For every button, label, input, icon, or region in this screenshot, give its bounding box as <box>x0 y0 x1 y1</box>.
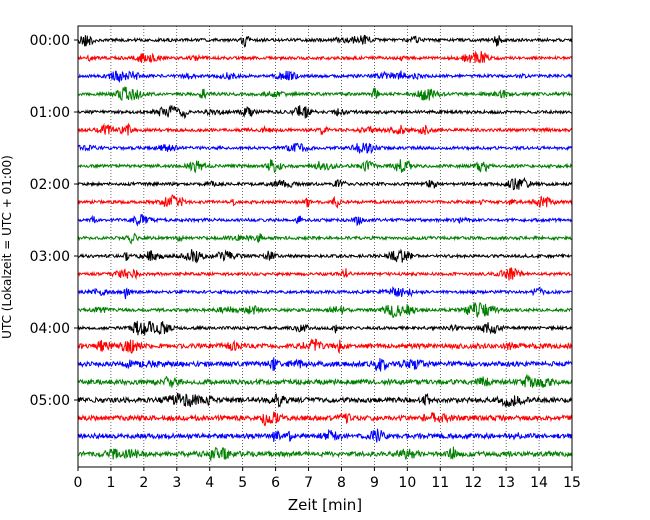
y-tick-label-00:00: 00:00 <box>30 33 70 49</box>
plot-frame <box>77 25 573 468</box>
x-tick-label-3: 3 <box>172 475 181 491</box>
trace-line-2 <box>77 70 573 83</box>
y-tick-label-02:00: 02:00 <box>30 177 70 193</box>
trace-line-22 <box>77 428 573 443</box>
trace-line-12 <box>77 248 573 264</box>
trace-line-9 <box>77 194 573 209</box>
trace-line-10 <box>77 213 573 227</box>
x-tick-label-12: 12 <box>464 475 482 491</box>
x-tick-label-13: 13 <box>497 475 515 491</box>
x-tick-label-10: 10 <box>398 475 416 491</box>
y-axis-label: UTC (Lokalzeit = UTC + 01:00) <box>0 155 14 339</box>
x-tick-label-7: 7 <box>304 475 313 491</box>
trace-line-5 <box>77 122 573 136</box>
trace-line-20 <box>77 392 573 408</box>
trace-line-15 <box>77 301 573 319</box>
trace-line-6 <box>77 142 573 155</box>
y-tick-label-03:00: 03:00 <box>30 249 70 265</box>
x-tick-label-1: 1 <box>106 475 115 491</box>
x-axis-label: Zeit [min] <box>288 496 362 514</box>
x-tick-label-14: 14 <box>530 475 548 491</box>
trace-line-7 <box>77 159 573 174</box>
x-tick-label-2: 2 <box>139 475 148 491</box>
y-tick-label-01:00: 01:00 <box>30 105 70 121</box>
trace-line-0 <box>77 34 573 48</box>
y-axis-ticks: 00:00 01:00 02:00 03:00 04:00 05:00 <box>30 33 78 409</box>
trace-line-8 <box>77 176 573 191</box>
x-tick-label-4: 4 <box>205 475 214 491</box>
trace-line-4 <box>77 104 573 120</box>
x-tick-label-5: 5 <box>238 475 247 491</box>
x-axis-ticks: 0 1 2 3 4 5 6 7 8 9 10 11 12 13 14 15 <box>74 467 581 491</box>
trace-line-1 <box>77 50 573 64</box>
trace-line-21 <box>77 411 573 427</box>
y-tick-label-05:00: 05:00 <box>30 393 70 409</box>
trace-line-18 <box>77 357 573 372</box>
x-tick-label-9: 9 <box>370 475 379 491</box>
trace-line-19 <box>77 374 573 388</box>
plot-area <box>78 26 572 467</box>
trace-line-14 <box>77 286 573 300</box>
x-tick-label-0: 0 <box>74 475 83 491</box>
x-tick-label-11: 11 <box>431 475 449 491</box>
y-tick-label-04:00: 04:00 <box>30 321 70 337</box>
trace-line-13 <box>77 267 573 281</box>
trace-line-17 <box>77 338 573 355</box>
trace-line-11 <box>77 232 573 245</box>
trace-line-16 <box>77 320 573 336</box>
x-tick-label-6: 6 <box>271 475 280 491</box>
x-tick-label-15: 15 <box>563 475 581 491</box>
trace-line-3 <box>77 86 573 101</box>
x-tick-label-8: 8 <box>337 475 346 491</box>
seismic-traces <box>77 34 573 462</box>
trace-line-23 <box>77 446 573 462</box>
